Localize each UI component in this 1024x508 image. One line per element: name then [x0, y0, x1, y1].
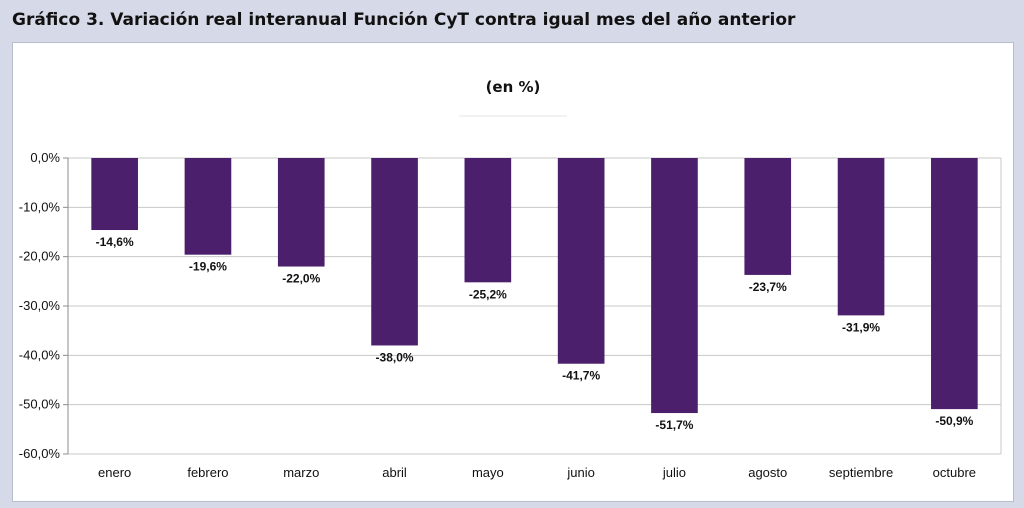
bars [91, 158, 978, 414]
bar [277, 158, 325, 267]
bar [557, 158, 605, 364]
x-tick-label: octubre [933, 465, 976, 480]
chart-panel: (en %) 0,0% -10,0% -20,0% -30,0% -40,0% -50,0… [12, 42, 1014, 502]
data-label: -50,9% [935, 414, 973, 428]
x-tick-label: junio [566, 465, 594, 480]
data-label: -31,9% [842, 320, 880, 334]
bar [91, 158, 138, 231]
y-tick-label: -10,0% [19, 199, 61, 214]
y-tick-label: -50,0% [19, 397, 61, 412]
bar [371, 158, 418, 346]
bar [184, 158, 232, 255]
y-axis-ticks: 0,0% -10,0% -20,0% -30,0% -40,0% -50,0% -60,0% [19, 150, 61, 461]
bar [464, 158, 512, 283]
data-labels: -14,6% -19,6% -22,0% -38,0% -25,2% -41,7% -51,… [96, 235, 974, 432]
chart-subtitle: (en %) [486, 78, 541, 96]
data-label: -14,6% [96, 235, 134, 249]
x-tick-label: febrero [187, 465, 228, 480]
x-tick-label: agosto [748, 465, 787, 480]
bar-chart: (en %) 0,0% -10,0% -20,0% -30,0% -40,0% -50,0… [19, 78, 1002, 480]
data-label: -51,7% [655, 418, 693, 432]
y-tick-label: 0,0% [30, 150, 60, 165]
bar [744, 158, 792, 275]
y-tick-label: -60,0% [19, 446, 61, 461]
x-tick-label: enero [98, 465, 131, 480]
x-tick-label: marzo [283, 465, 319, 480]
x-tick-label: mayo [472, 465, 504, 480]
data-label: -25,2% [469, 287, 507, 301]
bar [931, 158, 978, 410]
data-label: -22,0% [282, 272, 320, 286]
data-label: -19,6% [189, 260, 227, 274]
x-tick-label: abril [382, 465, 407, 480]
y-tick-label: -30,0% [19, 298, 61, 313]
bar [651, 158, 698, 414]
data-label: -23,7% [749, 280, 787, 294]
y-tick-label: -20,0% [19, 249, 61, 264]
data-label: -38,0% [376, 350, 414, 364]
y-tick-label: -40,0% [19, 347, 61, 362]
x-tick-label: julio [662, 465, 686, 480]
bar [837, 158, 885, 316]
data-label: -41,7% [562, 369, 600, 383]
x-tick-label: septiembre [829, 465, 893, 480]
figure-title: Gráfico 3. Variación real interanual Fun… [12, 10, 796, 30]
x-axis-categories: enero febrero marzo abril mayo junio julio agos… [98, 465, 976, 480]
